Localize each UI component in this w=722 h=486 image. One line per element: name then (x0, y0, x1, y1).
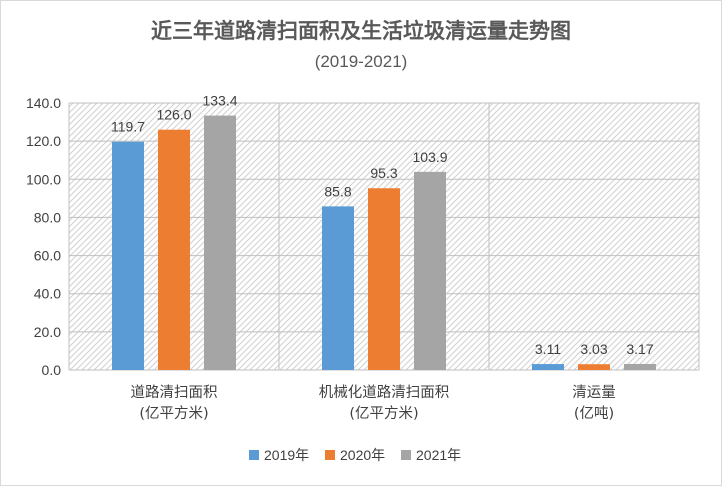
y-tick-label: 100.0 (26, 171, 61, 187)
y-tick-label: 120.0 (26, 133, 61, 149)
bar-2019年-2 (532, 364, 564, 370)
legend-label: 2019年 (264, 447, 309, 463)
data-label: 119.7 (111, 119, 145, 135)
chart-subtitle: (2019-2021) (315, 52, 408, 71)
y-tick-label: 20.0 (34, 324, 61, 340)
bar-2019年-1 (322, 206, 354, 370)
bar-2019年-0 (112, 141, 144, 370)
legend-swatch (401, 450, 411, 460)
category-label: (亿吨) (574, 405, 614, 422)
bar-2021年-0 (204, 115, 236, 370)
data-labels: 119.7 126.0 133.4 85.8 95.3 103.9 3.11 3.03 3.17 (111, 93, 654, 358)
legend-swatch (249, 450, 259, 460)
data-label: 3.03 (580, 341, 607, 357)
bar-2020年-0 (158, 129, 190, 370)
category-label: (亿平方米) (349, 405, 418, 422)
bar-2021年-1 (414, 171, 446, 370)
data-label: 126.0 (156, 107, 191, 123)
y-tick-label: 0.0 (42, 362, 62, 378)
legend-label: 2020年 (340, 447, 385, 463)
legend-label: 2021年 (416, 447, 461, 463)
bar-2020年-1 (368, 188, 400, 370)
category-label: 道路清扫面积 (131, 384, 218, 401)
data-label: 103.9 (412, 149, 447, 165)
bar-2020年-2 (578, 364, 610, 370)
data-label: 3.11 (535, 341, 561, 357)
y-axis: 0.0 20.0 40.0 60.0 80.0 100.0 120.0 140.0 (26, 95, 61, 378)
data-label: 133.4 (202, 93, 237, 109)
category-label: 机械化道路清扫面积 (319, 384, 450, 401)
y-tick-label: 140.0 (26, 95, 61, 111)
legend-swatch (325, 450, 335, 460)
data-label: 95.3 (370, 165, 397, 181)
bars (112, 115, 656, 370)
chart-title: 近三年道路清扫面积及生活垃圾清运量走势图 (151, 19, 571, 43)
category-label: 清运量 (572, 384, 616, 401)
legend: 2019年 2020年 2021年 (249, 447, 461, 463)
bar-2021年-2 (624, 363, 656, 370)
y-tick-label: 40.0 (34, 286, 61, 302)
y-tick-label: 80.0 (34, 209, 61, 225)
data-label: 85.8 (324, 183, 351, 199)
x-axis: 道路清扫面积 (亿平方米) 机械化道路清扫面积 (亿平方米) 清运量 (亿吨) (131, 384, 616, 422)
data-label: 3.17 (626, 341, 653, 357)
y-tick-label: 60.0 (34, 248, 61, 264)
category-label: (亿平方米) (139, 405, 208, 422)
